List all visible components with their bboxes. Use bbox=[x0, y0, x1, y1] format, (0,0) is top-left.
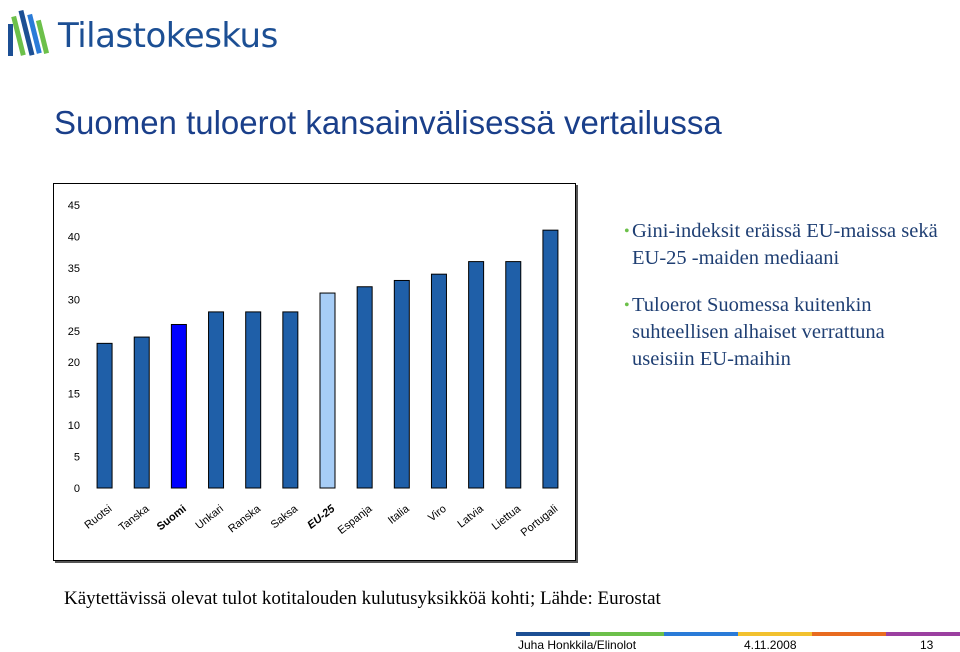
chart-caption: Käytettävissä olevat tulot kotitalouden … bbox=[64, 588, 661, 609]
bar bbox=[133, 336, 150, 489]
chart-frame: 0 5 10 15 20 25 30 35 40 45 Ruotsi Tanska Suomi Unkar… bbox=[53, 183, 576, 561]
bullet-list: • Gini-indeksit eräissä EU-maissa sekä E… bbox=[624, 218, 952, 393]
y-tick-label: 15 bbox=[68, 389, 80, 401]
x-tick-label: Suomi bbox=[155, 503, 189, 533]
gini-bar-chart: 0 5 10 15 20 25 30 35 40 45 Ruotsi Tanska Suomi Unkar… bbox=[68, 200, 561, 539]
bar bbox=[282, 311, 299, 489]
bar bbox=[208, 311, 225, 489]
x-tick-label: Portugali bbox=[519, 503, 561, 539]
y-tick-label: 5 bbox=[74, 452, 80, 464]
y-tick-label: 30 bbox=[68, 294, 80, 306]
x-tick-label: Italia bbox=[386, 502, 412, 526]
footer-color-bar bbox=[516, 632, 960, 636]
page-title: Suomen tuloerot kansainvälisessä vertail… bbox=[54, 104, 722, 141]
logo-mark-icon bbox=[8, 9, 50, 56]
bullet-text: Tuloerot Suomessa kuitenkin suhteellisen… bbox=[632, 294, 885, 370]
y-tick-label: 45 bbox=[68, 200, 80, 212]
bar bbox=[542, 229, 559, 489]
bar bbox=[170, 323, 187, 489]
x-tick-label: Tanska bbox=[117, 502, 153, 533]
x-tick-label: Liettua bbox=[490, 502, 524, 532]
bullet-item: • Tuloerot Suomessa kuitenkin suhteellis… bbox=[624, 292, 952, 373]
bar bbox=[319, 292, 336, 489]
bullet-marker-icon: • bbox=[624, 297, 630, 314]
footer-date: 4.11.2008 bbox=[744, 638, 797, 652]
y-tick-label: 35 bbox=[68, 263, 80, 275]
y-tick-label: 20 bbox=[68, 357, 80, 369]
footer-author: Juha Honkkila/Elinolot bbox=[518, 638, 637, 652]
bar bbox=[505, 261, 522, 489]
bar bbox=[356, 286, 373, 489]
x-tick-label: Viro bbox=[426, 503, 449, 524]
x-tick-label: Espanja bbox=[336, 502, 375, 536]
x-tick-label: Unkari bbox=[193, 503, 225, 532]
footer-page-number: 13 bbox=[920, 638, 934, 652]
bullet-text: Gini-indeksit eräissä EU-maissa sekä EU-… bbox=[632, 220, 938, 269]
bar bbox=[96, 342, 113, 489]
y-tick-label: 10 bbox=[68, 420, 80, 432]
bar bbox=[245, 311, 262, 489]
x-tick-label: Saksa bbox=[269, 502, 301, 531]
tilastokeskus-logo: Tilastokeskus bbox=[6, 6, 278, 62]
x-tick-label: Ruotsi bbox=[82, 503, 114, 532]
bullet-marker-icon: • bbox=[624, 223, 630, 240]
x-tick-label: Ranska bbox=[226, 502, 263, 535]
x-tick-label: EU-25 bbox=[305, 502, 338, 531]
y-tick-label: 25 bbox=[68, 326, 80, 338]
bar bbox=[468, 261, 485, 489]
y-tick-label: 0 bbox=[74, 483, 80, 495]
bullet-item: • Gini-indeksit eräissä EU-maissa sekä E… bbox=[624, 218, 952, 272]
bar bbox=[393, 279, 410, 489]
logo-text: Tilastokeskus bbox=[58, 16, 278, 56]
y-tick-label: 40 bbox=[68, 231, 80, 243]
bar bbox=[430, 273, 447, 489]
footer: Juha Honkkila/Elinolot 4.11.2008 13 bbox=[516, 638, 944, 652]
x-tick-label: Latvia bbox=[455, 502, 486, 530]
